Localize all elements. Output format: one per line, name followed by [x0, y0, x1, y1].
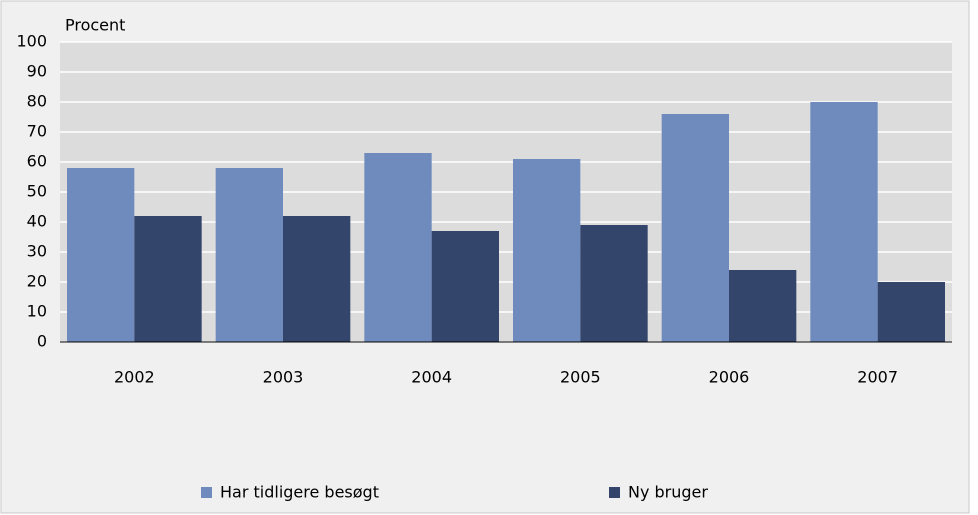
y-tick-label: 80	[27, 92, 47, 111]
y-tick-label: 30	[27, 242, 47, 261]
bar	[134, 216, 202, 342]
y-axis-label: Procent	[65, 16, 125, 35]
bar	[431, 231, 499, 342]
bar	[580, 225, 648, 342]
bar	[67, 168, 135, 342]
y-tick-label: 90	[27, 62, 47, 81]
legend-label: Har tidligere besøgt	[220, 483, 379, 502]
x-tick-label: 2002	[114, 368, 155, 387]
legend-swatch	[609, 487, 620, 498]
y-tick-label: 20	[27, 272, 47, 291]
bar	[729, 270, 797, 342]
x-tick-label: 2006	[709, 368, 750, 387]
x-tick-label: 2007	[857, 368, 898, 387]
bar	[283, 216, 351, 342]
x-tick-label: 2004	[411, 368, 452, 387]
y-tick-label: 40	[27, 212, 47, 231]
y-tick-label: 0	[37, 332, 47, 351]
y-tick-label: 50	[27, 182, 47, 201]
bar	[877, 282, 945, 342]
bar	[513, 159, 581, 342]
y-tick-label: 100	[16, 32, 47, 51]
x-tick-label: 2005	[560, 368, 601, 387]
y-tick-label: 60	[27, 152, 47, 171]
bar	[810, 102, 878, 342]
x-tick-label: 2003	[263, 368, 304, 387]
bar	[364, 153, 432, 342]
y-tick-label: 70	[27, 122, 47, 141]
legend-label: Ny bruger	[628, 483, 708, 502]
bar	[215, 168, 283, 342]
legend-swatch	[201, 487, 212, 498]
y-tick-label: 10	[27, 302, 47, 321]
bar	[661, 114, 729, 342]
